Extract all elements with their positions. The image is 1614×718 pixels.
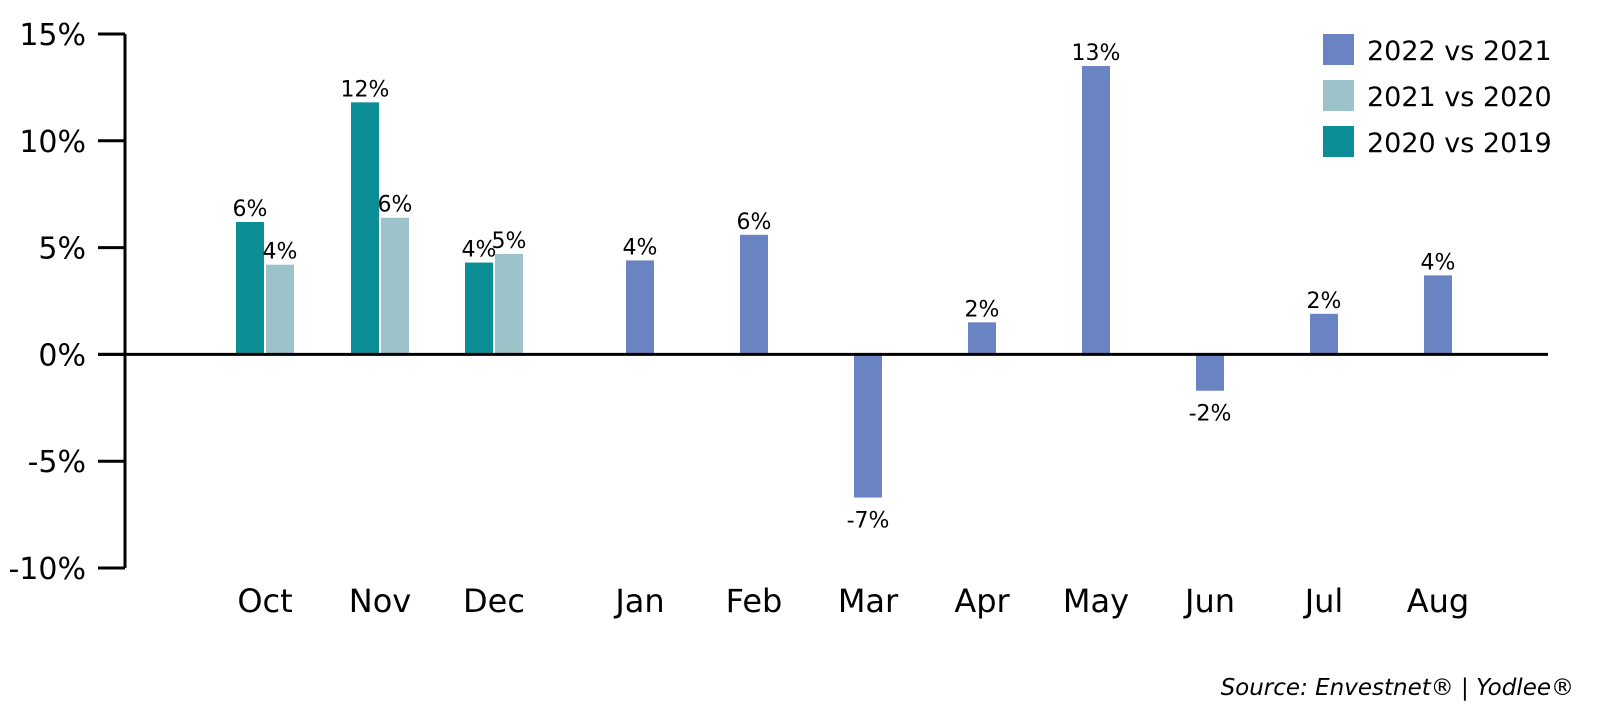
x-tick-label: Jun [1183, 582, 1235, 620]
y-tick-label: 10% [19, 125, 86, 160]
data-label: 4% [623, 235, 658, 260]
bar [854, 354, 882, 498]
x-tick-label: May [1063, 582, 1129, 620]
data-label: 13% [1072, 41, 1121, 66]
x-tick-label: Mar [838, 582, 899, 620]
y-tick-label: 5% [38, 232, 86, 267]
bar [236, 221, 264, 355]
data-label: 2% [965, 297, 1000, 322]
bar [740, 234, 768, 355]
legend-swatch [1323, 80, 1354, 111]
data-labels: 6%4%12%6%4%5% 4%6%-7%2%13%-2%2%4% [233, 41, 1456, 533]
bar [1196, 354, 1224, 391]
x-tick-label: Aug [1407, 582, 1469, 620]
bar [266, 264, 294, 355]
legend-label: 2022 vs 2021 [1367, 36, 1552, 67]
legend: 2022 vs 2021 2021 vs 2020 2020 vs 2019 [1323, 34, 1552, 159]
bar [1424, 275, 1452, 355]
bar [626, 260, 654, 355]
source-note: Source: Envestnet® | Yodlee® [1220, 675, 1574, 701]
x-tick-label: Feb [726, 582, 783, 620]
bar [1082, 66, 1110, 355]
bar [1310, 313, 1338, 355]
bars [98, 66, 1548, 498]
data-label: -2% [1189, 402, 1232, 427]
legend-label: 2021 vs 2020 [1367, 82, 1552, 113]
bar [465, 262, 493, 355]
y-axis: 15% 10% 5% 0% -5% -10% [8, 18, 127, 587]
data-label: 4% [263, 240, 298, 265]
data-label: 6% [233, 197, 268, 222]
x-tick-label: Apr [954, 582, 1010, 620]
y-tick-label: -10% [8, 552, 86, 587]
x-tick-label: Jul [1303, 582, 1344, 620]
x-axis-labels: Oct Nov Dec Jan Feb Mar Apr May Jun Jul Aug [237, 582, 1469, 620]
data-label: 6% [378, 193, 413, 218]
data-label: 2% [1307, 289, 1342, 314]
data-label: 4% [1421, 250, 1456, 275]
x-tick-label: Nov [349, 582, 411, 620]
legend-swatch [1323, 34, 1354, 65]
data-label: 12% [341, 77, 390, 102]
data-label: 5% [492, 229, 527, 254]
data-label: 6% [737, 210, 772, 235]
y-tick-label: 15% [19, 18, 86, 53]
legend-label: 2020 vs 2019 [1367, 128, 1552, 159]
x-tick-label: Jan [613, 582, 664, 620]
bar [381, 217, 409, 355]
data-label: -7% [847, 509, 890, 534]
legend-swatch [1323, 126, 1354, 157]
bar [351, 102, 379, 355]
y-tick-label: 0% [38, 338, 86, 373]
x-tick-label: Oct [237, 582, 292, 620]
bar [968, 322, 996, 355]
data-label: 4% [462, 238, 497, 263]
y-tick-label: -5% [28, 445, 86, 480]
x-tick-label: Dec [463, 582, 525, 620]
bar [495, 254, 523, 355]
